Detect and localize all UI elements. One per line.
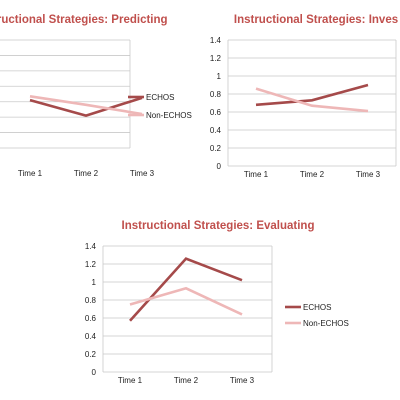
y-tick-label: 1.2 (210, 54, 222, 63)
x-tick-label: Time 1 (118, 376, 143, 385)
series-line-non-echos (255, 87, 369, 113)
y-tick-label: 0.6 (210, 108, 222, 117)
legend-label: Non-ECHOS (303, 319, 349, 328)
chart-1: Instructional Strategies: Predicting Time… (0, 14, 192, 178)
x-tick-label: Time 2 (74, 169, 99, 178)
legend: ECHOS Non-ECHOS (128, 93, 192, 120)
y-tick-label: 0 (92, 368, 97, 377)
y-tick-label: 0.8 (85, 296, 97, 305)
y-tick-label: 1 (217, 72, 222, 81)
series-line-non-echos (129, 286, 243, 316)
legend-label: ECHOS (303, 303, 331, 312)
x-tick-label: Time 2 (174, 376, 199, 385)
x-tick-label: Time 3 (130, 169, 155, 178)
y-tick-label: 0.6 (85, 314, 97, 323)
x-tick-label: Time 2 (300, 170, 325, 179)
x-tick-label: Time 1 (18, 169, 43, 178)
x-tick-label: Time 3 (356, 170, 381, 179)
series-line-echos (29, 96, 143, 117)
y-tick-label: 1.4 (85, 242, 97, 251)
y-tick-label: 0.4 (85, 332, 97, 341)
y-tick-label: 0 (217, 162, 222, 171)
chart-title: Instructional Strategies: Evaluating (122, 220, 315, 232)
chart-title: Instructional Strategies: Inves (234, 14, 398, 26)
legend-label: ECHOS (146, 93, 174, 102)
chart-2: Instructional Strategies: Inves 0 0.2 0.4 0.… (210, 14, 398, 179)
y-tick-label: 1.2 (85, 260, 97, 269)
y-tick-label: 0.8 (210, 90, 222, 99)
y-tick-label: 1.4 (210, 36, 222, 45)
x-tick-label: Time 1 (244, 170, 269, 179)
series-line-non-echos (29, 95, 143, 116)
chart-title: Instructional Strategies: Predicting (0, 14, 168, 26)
series-line-echos (255, 83, 369, 107)
y-tick-label: 1 (92, 278, 97, 287)
y-tick-label: 0.4 (210, 126, 222, 135)
legend-label: Non-ECHOS (146, 111, 192, 120)
y-tick-label: 0.2 (85, 350, 97, 359)
x-tick-label: Time 3 (230, 376, 255, 385)
y-tick-label: 0.2 (210, 144, 222, 153)
legend: ECHOS Non-ECHOS (285, 303, 349, 328)
chart-3: Instructional Strategies: Evaluating 0 0.2… (85, 220, 349, 385)
